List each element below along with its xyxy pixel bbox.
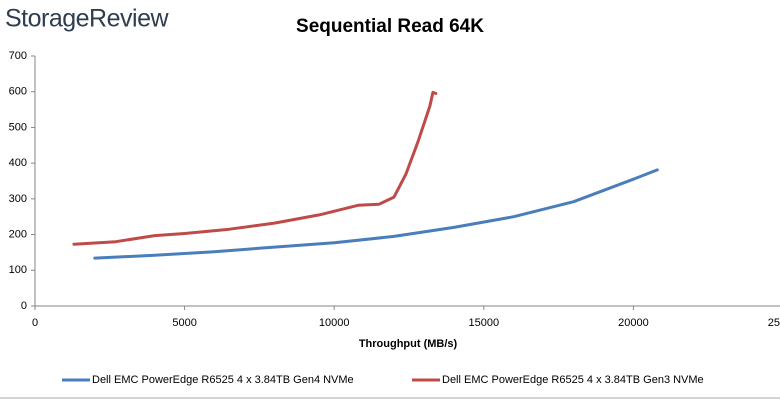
y-tick-label: 500	[9, 121, 27, 133]
y-tick-label: 700	[9, 50, 27, 62]
logo: StorageReview	[5, 5, 169, 33]
y-tick-label: 600	[9, 86, 27, 98]
y-tick-label: 100	[9, 264, 27, 276]
legend-label: Dell EMC PowerEdge R6525 4 x 3.84TB Gen3…	[442, 374, 704, 386]
series-line	[72, 90, 438, 246]
y-tick-label: 300	[9, 193, 27, 205]
x-tick-label: 20000	[618, 317, 649, 329]
chart-title: Sequential Read 64K	[296, 16, 484, 37]
x-tick-label: 25000	[768, 317, 780, 329]
x-tick-label: 10000	[319, 317, 350, 329]
y-tick-label: 200	[9, 228, 27, 240]
x-tick-label: 15000	[469, 317, 500, 329]
series-line	[93, 168, 659, 260]
y-tick-label: 0	[21, 300, 27, 312]
y-tick-label: 400	[9, 157, 27, 169]
legend-label: Dell EMC PowerEdge R6525 4 x 3.84TB Gen4…	[92, 374, 354, 386]
x-tick-label: 0	[32, 317, 38, 329]
x-axis-label: Throughput (MB/s)	[359, 338, 458, 350]
x-tick-label: 5000	[172, 317, 196, 329]
